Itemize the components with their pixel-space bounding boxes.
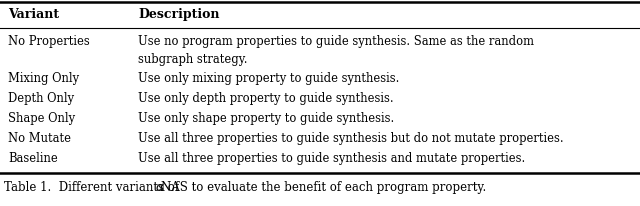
Text: Table 1.  Different variants of: Table 1. Different variants of — [4, 180, 183, 193]
Text: α: α — [155, 180, 163, 193]
Text: Use no program properties to guide synthesis. Same as the random
subgraph strate: Use no program properties to guide synth… — [138, 35, 534, 65]
Text: Use only shape property to guide synthesis.: Use only shape property to guide synthes… — [138, 111, 394, 124]
Text: NAS to evaluate the benefit of each program property.: NAS to evaluate the benefit of each prog… — [161, 180, 486, 193]
Text: Use only depth property to guide synthesis.: Use only depth property to guide synthes… — [138, 91, 394, 104]
Text: Use all three properties to guide synthesis but do not mutate properties.: Use all three properties to guide synthe… — [138, 131, 564, 144]
Text: Use only mixing property to guide synthesis.: Use only mixing property to guide synthe… — [138, 72, 399, 85]
Text: Use all three properties to guide synthesis and mutate properties.: Use all three properties to guide synthe… — [138, 151, 525, 164]
Text: No Mutate: No Mutate — [8, 131, 71, 144]
Text: Depth Only: Depth Only — [8, 91, 74, 104]
Text: Variant: Variant — [8, 8, 59, 21]
Text: Shape Only: Shape Only — [8, 111, 75, 124]
Text: Baseline: Baseline — [8, 151, 58, 164]
Text: No Properties: No Properties — [8, 35, 90, 48]
Text: Description: Description — [138, 8, 220, 21]
Text: Mixing Only: Mixing Only — [8, 72, 79, 85]
